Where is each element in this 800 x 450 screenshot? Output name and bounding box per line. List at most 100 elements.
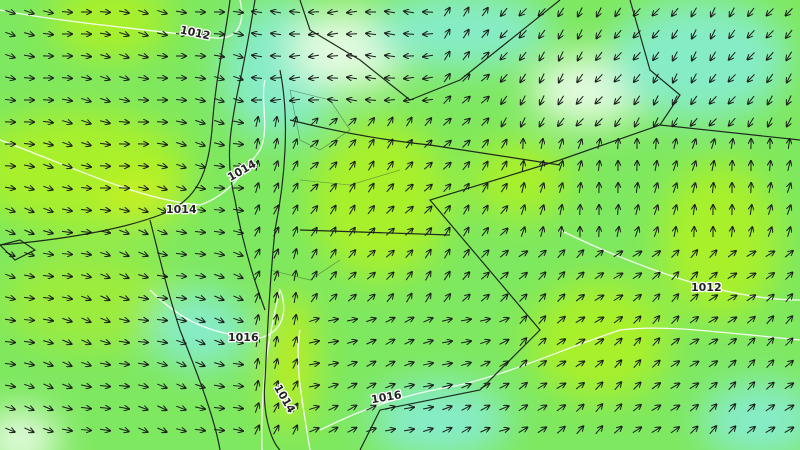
wind-arrow-icon	[537, 361, 546, 368]
wind-arrow-icon	[42, 253, 53, 255]
wind-arrow-icon	[463, 228, 468, 237]
wind-arrow-icon	[62, 362, 71, 366]
wind-arrow-icon	[728, 361, 735, 368]
wind-arrow-icon	[175, 253, 186, 254]
wind-arrow-icon	[232, 144, 243, 145]
wind-arrow-icon	[671, 250, 678, 258]
wind-arrow-icon	[214, 77, 224, 80]
wind-arrow-icon	[404, 340, 414, 344]
wind-arrow-icon	[62, 318, 71, 321]
wind-arrow-icon	[578, 51, 583, 61]
wind-arrow-icon	[42, 33, 53, 34]
wind-arrow-icon	[690, 295, 697, 302]
wind-arrow-icon	[481, 140, 488, 149]
wind-arrow-icon	[634, 7, 641, 15]
wind-arrow-icon	[443, 272, 449, 281]
wind-arrow-icon	[81, 318, 90, 322]
wind-arrow-icon	[480, 273, 489, 280]
isobar-label: 1012	[691, 281, 722, 294]
wind-arrow-icon	[750, 205, 752, 216]
wind-arrow-icon	[404, 185, 412, 192]
wind-arrow-icon	[692, 161, 695, 171]
wind-arrow-icon	[765, 251, 775, 258]
wind-arrow-icon	[538, 316, 546, 325]
wind-arrow-icon	[213, 165, 224, 166]
wind-arrow-icon	[693, 205, 694, 216]
wind-arrow-icon	[330, 228, 335, 237]
wind-arrow-icon	[273, 404, 279, 413]
wind-arrow-icon	[499, 362, 509, 367]
wind-arrow-icon	[613, 251, 622, 258]
wind-arrow-icon	[541, 139, 543, 150]
wind-arrow-icon	[309, 33, 320, 34]
wind-arrow-icon	[254, 228, 260, 237]
wind-arrow-icon	[708, 383, 717, 390]
wind-arrow-icon	[4, 385, 15, 387]
wind-arrow-icon	[405, 294, 411, 303]
wind-arrow-icon	[540, 73, 544, 82]
wind-arrow-icon	[537, 427, 546, 434]
wind-arrow-icon	[157, 384, 166, 388]
wind-arrow-icon	[81, 296, 90, 300]
wind-arrow-icon	[290, 99, 301, 101]
wind-arrow-icon	[43, 11, 53, 13]
wind-arrow-icon	[576, 273, 583, 280]
wind-arrow-icon	[233, 121, 243, 123]
wind-arrow-icon	[309, 318, 318, 321]
wind-arrow-icon	[443, 184, 451, 193]
wind-arrow-icon	[709, 250, 717, 258]
wind-arrow-icon	[195, 165, 205, 168]
wind-arrow-icon	[385, 100, 396, 101]
wind-arrow-icon	[347, 341, 357, 344]
wind-arrow-icon	[499, 318, 508, 322]
wind-arrow-icon	[137, 165, 148, 166]
wind-arrow-icon	[214, 296, 223, 300]
wind-arrow-icon	[651, 405, 661, 412]
wind-arrow-icon	[62, 121, 72, 124]
wind-arrow-icon	[404, 34, 415, 35]
wind-arrow-icon	[23, 341, 34, 342]
wind-arrow-icon	[232, 11, 243, 12]
wind-arrow-icon	[652, 294, 660, 303]
wind-arrow-icon	[273, 206, 279, 215]
wind-arrow-icon	[727, 339, 736, 346]
wind-arrow-icon	[100, 55, 110, 58]
wind-arrow-icon	[770, 161, 771, 172]
wind-arrow-icon	[559, 139, 562, 149]
wind-arrow-icon	[481, 206, 487, 215]
wind-arrow-icon	[784, 361, 793, 368]
wind-arrow-icon	[481, 118, 489, 126]
wind-arrow-icon	[252, 78, 263, 79]
wind-arrow-icon	[673, 51, 678, 61]
wind-arrow-icon	[138, 428, 147, 432]
wind-arrow-icon	[233, 341, 243, 343]
wind-arrow-icon	[632, 251, 642, 257]
wind-arrow-icon	[727, 295, 737, 301]
wind-arrow-icon	[274, 161, 277, 171]
wind-arrow-icon	[575, 383, 584, 390]
wind-arrow-icon	[501, 7, 508, 16]
wind-arrow-icon	[425, 272, 430, 281]
wind-arrow-icon	[348, 162, 355, 171]
wind-arrow-icon	[232, 386, 243, 387]
wind-arrow-icon	[404, 11, 415, 13]
wind-arrow-icon	[788, 139, 789, 150]
wind-arrow-icon	[24, 252, 33, 255]
wind-arrow-icon	[214, 340, 223, 344]
wind-arrow-icon	[443, 294, 450, 303]
wind-arrow-icon	[404, 99, 415, 101]
wind-arrow-icon	[195, 297, 205, 300]
wind-arrow-icon	[157, 208, 166, 212]
wind-arrow-icon	[614, 339, 621, 346]
wind-arrow-icon	[80, 407, 91, 408]
wind-arrow-icon	[233, 54, 242, 57]
wind-arrow-icon	[42, 276, 53, 277]
wind-arrow-icon	[708, 317, 718, 323]
wind-arrow-icon	[424, 118, 431, 127]
wind-arrow-icon	[670, 427, 679, 434]
wind-arrow-icon	[521, 227, 524, 237]
wind-arrow-icon	[366, 428, 375, 431]
wind-arrow-icon	[673, 183, 676, 193]
